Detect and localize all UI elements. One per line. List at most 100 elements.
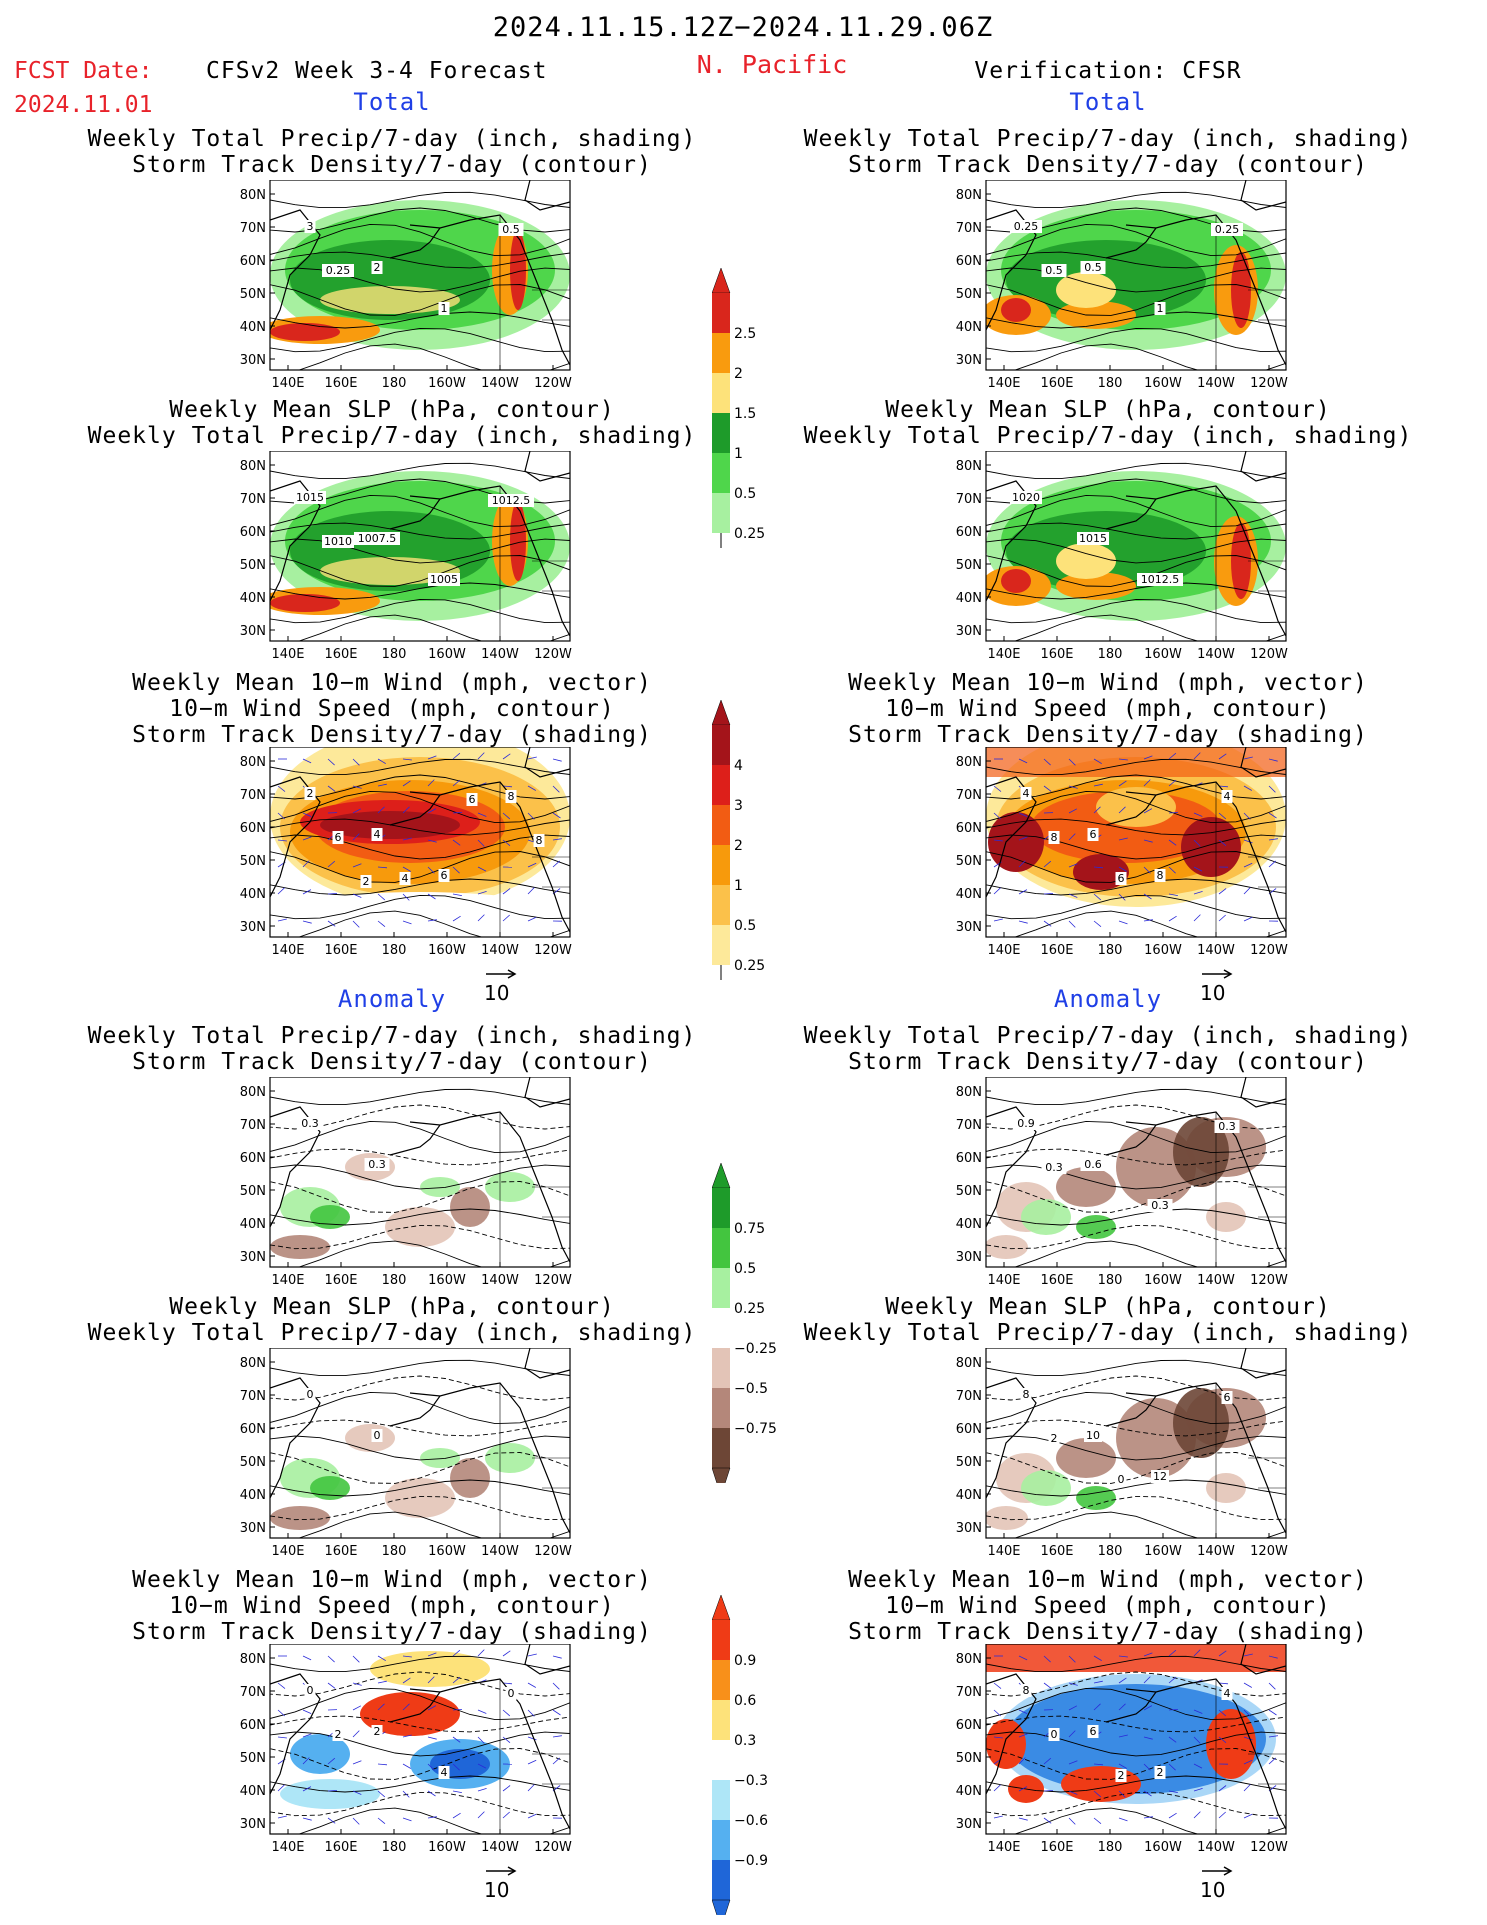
- lon-tick-label: 140E: [271, 1544, 304, 1559]
- colorbar-label: 0.6: [734, 1693, 756, 1709]
- title-line: Weekly Mean SLP (hPa, contour): [885, 1294, 1331, 1320]
- contour-label: 2: [363, 875, 370, 888]
- contour-label: 8: [1023, 1388, 1030, 1401]
- lon-tick-label: 120W: [1250, 647, 1288, 662]
- lon-tick-label: 160W: [428, 647, 466, 662]
- lon-tick-label: 160W: [428, 1840, 466, 1855]
- lat-tick-label: 80N: [956, 1085, 982, 1100]
- lon-tick-label: 140E: [271, 943, 304, 958]
- lon-tick-label: 140E: [987, 1273, 1020, 1288]
- lat-tick-label: 70N: [240, 1118, 266, 1133]
- precip-anomaly-colorbar: 0.75 0.5 0.25 −0.25 −0.5 −0.75: [711, 1162, 792, 1497]
- colorbar-label: 0.25: [734, 1301, 765, 1317]
- lat-tick-label: 40N: [240, 591, 266, 606]
- title-line: Weekly Mean SLP (hPa, contour): [169, 397, 615, 423]
- title-line: Storm Track Density/7-day (contour): [848, 152, 1368, 178]
- title-line: Storm Track Density/7-day (shading): [132, 722, 652, 748]
- verification-anomaly-slp-precip-map: 80N 70N 60N 50N 40N 30N 140E 160E 180 160W 140W 120…: [941, 1347, 1326, 1567]
- date-range: 2024.11.15.12Z−2024.11.29.06Z: [492, 12, 994, 43]
- lon-tick-label: 120W: [1250, 1544, 1288, 1559]
- colorbar-label: 1.5: [734, 406, 756, 422]
- lat-tick-label: 70N: [956, 788, 982, 803]
- title-line: 10−m Wind Speed (mph, contour): [885, 696, 1331, 722]
- verification-total-wind-storm-map: 80N 70N 60N 50N 40N 30N 140E 160E 180 160W 140W 120…: [941, 746, 1326, 966]
- colorbar-label: 3: [734, 798, 743, 814]
- contour-label: 0: [307, 1388, 314, 1401]
- colorbar-label: 2: [734, 838, 743, 854]
- lon-tick-label: 140E: [987, 943, 1020, 958]
- lat-tick-label: 40N: [956, 591, 982, 606]
- lon-tick-label: 140W: [1197, 1840, 1235, 1855]
- lat-tick-label: 50N: [956, 1455, 982, 1470]
- title-line: 10−m Wind Speed (mph, contour): [169, 696, 615, 722]
- lat-tick-label: 40N: [956, 320, 982, 335]
- lon-tick-label: 160E: [324, 1840, 357, 1855]
- contour-label: 8: [1051, 831, 1058, 844]
- lat-tick-label: 30N: [240, 353, 266, 368]
- contour-label: 0: [508, 1687, 515, 1700]
- colorbar-label: −0.5: [734, 1381, 768, 1397]
- contour-label: 6: [1118, 872, 1125, 885]
- contour-label: 0: [1118, 1473, 1125, 1486]
- lon-tick-label: 120W: [534, 1544, 572, 1559]
- contour-label: 8: [508, 790, 515, 803]
- lat-tick-label: 80N: [240, 1356, 266, 1371]
- lat-tick-label: 80N: [240, 188, 266, 203]
- title-line: Weekly Mean 10−m Wind (mph, vector): [848, 1567, 1368, 1593]
- contour-label: 1: [1157, 302, 1164, 315]
- lat-tick-label: 50N: [956, 1751, 982, 1766]
- lon-tick-label: 180: [382, 647, 407, 662]
- lat-tick-label: 70N: [956, 1389, 982, 1404]
- contour-label: 0.3: [1151, 1199, 1169, 1212]
- lat-tick-label: 60N: [240, 525, 266, 540]
- lon-tick-label: 120W: [534, 647, 572, 662]
- lat-tick-label: 70N: [240, 788, 266, 803]
- title-line: Weekly Total Precip/7-day (inch, shading…: [87, 1320, 697, 1346]
- lon-tick-label: 140E: [987, 376, 1020, 391]
- forecast-anomaly-precip-storm-map: 80N 70N 60N 50N 40N 30N 140E 160E 180 160W 140W 120…: [225, 1076, 610, 1296]
- colorbar-label: −0.6: [734, 1813, 768, 1829]
- v-p4-title: Weekly Total Precip/7-day (inch, shading…: [804, 1023, 1413, 1075]
- vector-ref-arrow: [486, 969, 517, 979]
- verification-anomaly-precip-storm-map: 80N 70N 60N 50N 40N 30N 140E 160E 180 160W 140W 120…: [941, 1076, 1326, 1296]
- contour-label: 6: [1090, 828, 1097, 841]
- lon-tick-label: 120W: [1250, 376, 1288, 391]
- lat-tick-label: 40N: [240, 1217, 266, 1232]
- contour-label: 6: [1090, 1725, 1097, 1738]
- lat-tick-label: 40N: [956, 887, 982, 902]
- contour-label: 2: [1118, 1769, 1125, 1782]
- colorbar-label: 0.25: [734, 958, 765, 974]
- lat-tick-label: 70N: [956, 492, 982, 507]
- forecast-total-wind-storm-map: 80N 70N 60N 50N 40N 30N 140E 160E 180 160W 140W 120…: [225, 746, 610, 966]
- contour-label: 2: [1051, 1432, 1058, 1445]
- contour-label: 2: [1157, 1766, 1164, 1779]
- lat-tick-label: 70N: [956, 1685, 982, 1700]
- contour-label: 4: [1023, 787, 1030, 800]
- lat-tick-label: 60N: [956, 525, 982, 540]
- title-line: Weekly Total Precip/7-day (inch, shading…: [803, 126, 1413, 152]
- title-line: Weekly Total Precip/7-day (inch, shading…: [803, 1320, 1413, 1346]
- lat-tick-label: 80N: [240, 1652, 266, 1667]
- f-p2-title: Weekly Mean SLP (hPa, contour) Weekly To…: [88, 397, 697, 449]
- title-line: Storm Track Density/7-day (contour): [848, 1049, 1368, 1075]
- contour-label: 2: [307, 787, 314, 800]
- lon-tick-label: 140W: [481, 1273, 519, 1288]
- contour-label: 4: [1224, 1687, 1231, 1700]
- contour-label: 8: [536, 834, 543, 847]
- lon-tick-label: 140E: [271, 647, 304, 662]
- v-total-vector-ref: 10: [1200, 964, 1234, 1005]
- contour-label: 0: [374, 1429, 381, 1442]
- lat-tick-label: 80N: [956, 1652, 982, 1667]
- precip-total-colorbar: 2.5 2 1.5 1 0.5 0.25: [711, 267, 792, 561]
- verification-label: Verification: CFSR: [974, 58, 1242, 84]
- lat-tick-label: 30N: [240, 1521, 266, 1536]
- lat-tick-label: 80N: [956, 1356, 982, 1371]
- lat-tick-label: 70N: [240, 221, 266, 236]
- lon-tick-label: 160E: [1040, 647, 1073, 662]
- storm-total-colorbar: 4 3 2 1 0.5 0.25: [711, 699, 792, 993]
- lat-tick-label: 80N: [956, 459, 982, 474]
- lon-tick-label: 160W: [428, 943, 466, 958]
